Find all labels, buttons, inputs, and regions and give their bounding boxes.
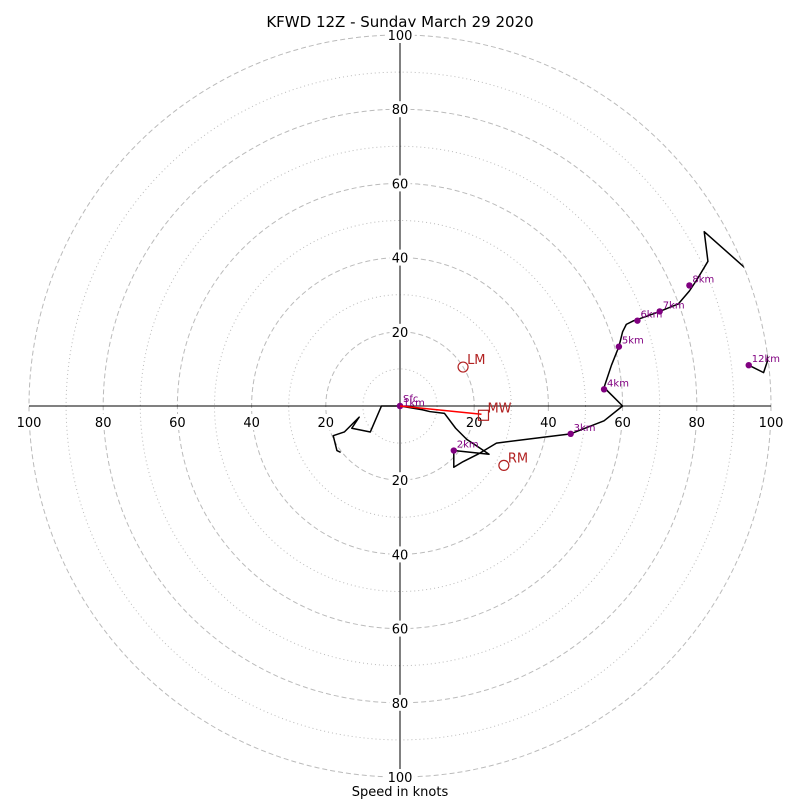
storm-motion-rm xyxy=(498,459,510,471)
tick-west-80-bg xyxy=(92,414,114,430)
tick-east-40-bg xyxy=(537,414,559,430)
tick-west-20-bg xyxy=(315,414,337,430)
tick-north-40-bg xyxy=(389,249,411,266)
height-label-3km: 3km xyxy=(574,423,596,434)
tick-north-60-bg xyxy=(389,175,411,192)
wind-profile xyxy=(332,230,771,468)
tick-north-100: 100 xyxy=(388,29,413,44)
height-marker-7km xyxy=(656,308,663,315)
x-axis-label: Speed in knots xyxy=(352,785,449,800)
tick-east-80: 80 xyxy=(689,416,706,431)
tick-west-100-bg xyxy=(14,414,44,430)
tick-east-80-bg xyxy=(686,414,708,430)
tick-south-100-bg xyxy=(385,769,415,785)
tick-south-80-bg xyxy=(389,694,411,711)
mean-wind-label: MW xyxy=(487,401,511,416)
tick-north-80: 80 xyxy=(392,103,409,118)
height-label-8km: 8km xyxy=(692,274,714,285)
tick-north-20: 20 xyxy=(392,326,409,341)
storm-motion-label-lm: LM xyxy=(467,353,485,368)
tick-west-60-bg xyxy=(166,414,188,430)
height-label-2km: 2km xyxy=(457,440,479,451)
height-marker-3km xyxy=(567,430,574,438)
tick-south-20: 20 xyxy=(392,474,409,489)
tick-west-60: 60 xyxy=(169,416,186,431)
tick-south-20-bg xyxy=(389,472,411,489)
tick-east-60: 60 xyxy=(614,416,631,431)
profile-lower-line xyxy=(332,405,400,454)
height-label-1km: 1km xyxy=(403,398,425,409)
tick-east-100: 100 xyxy=(759,416,784,431)
tick-south-100: 100 xyxy=(388,771,413,786)
tick-east-100-bg xyxy=(756,414,786,430)
profile-main-line xyxy=(399,230,771,468)
tick-east-40: 40 xyxy=(540,416,557,431)
tick-south-60-bg xyxy=(389,620,411,637)
tick-north-100-bg xyxy=(385,27,415,43)
tick-south-80: 80 xyxy=(392,697,409,712)
tick-west-100: 100 xyxy=(17,416,42,431)
tick-south-40-bg xyxy=(389,546,411,563)
tick-east-20-bg xyxy=(463,414,485,430)
height-label-4km: 4km xyxy=(607,378,629,389)
mean-wind-vector xyxy=(399,405,482,416)
tick-west-80: 80 xyxy=(95,416,112,431)
storm-motion-markers: MW LM RM xyxy=(399,353,528,471)
chart-title: KFWD 12Z - Sunday March 29 2020 xyxy=(266,13,533,31)
height-marker-2km xyxy=(450,447,457,454)
tick-east-60-bg xyxy=(612,414,634,430)
tick-north-80-bg xyxy=(389,101,411,118)
height-marker-12km xyxy=(745,361,752,369)
tick-north-60: 60 xyxy=(392,177,409,192)
mean-wind-marker xyxy=(477,409,490,421)
tick-west-20: 20 xyxy=(318,416,335,431)
tick-north-40: 40 xyxy=(392,252,409,267)
height-label-6km: 6km xyxy=(640,310,662,321)
tick-west-40: 40 xyxy=(243,416,260,431)
height-label-7km: 7km xyxy=(663,300,685,311)
tick-west-40-bg xyxy=(241,414,263,430)
height-label-sfc: Sfc xyxy=(403,394,418,405)
tick-east-20: 20 xyxy=(466,416,483,431)
height-label-5km: 5km xyxy=(622,336,644,347)
storm-motion-lm xyxy=(457,361,469,373)
tick-south-60: 60 xyxy=(392,623,409,638)
tick-north-20-bg xyxy=(389,323,411,340)
storm-motion-label-rm: RM xyxy=(508,451,528,466)
height-marker-8km xyxy=(686,282,693,289)
tick-south-40: 40 xyxy=(392,548,409,563)
height-marker-6km xyxy=(634,317,641,324)
height-marker-5km xyxy=(615,343,623,350)
height-marker-4km xyxy=(600,386,608,393)
height-label-12km: 12km xyxy=(752,354,780,365)
